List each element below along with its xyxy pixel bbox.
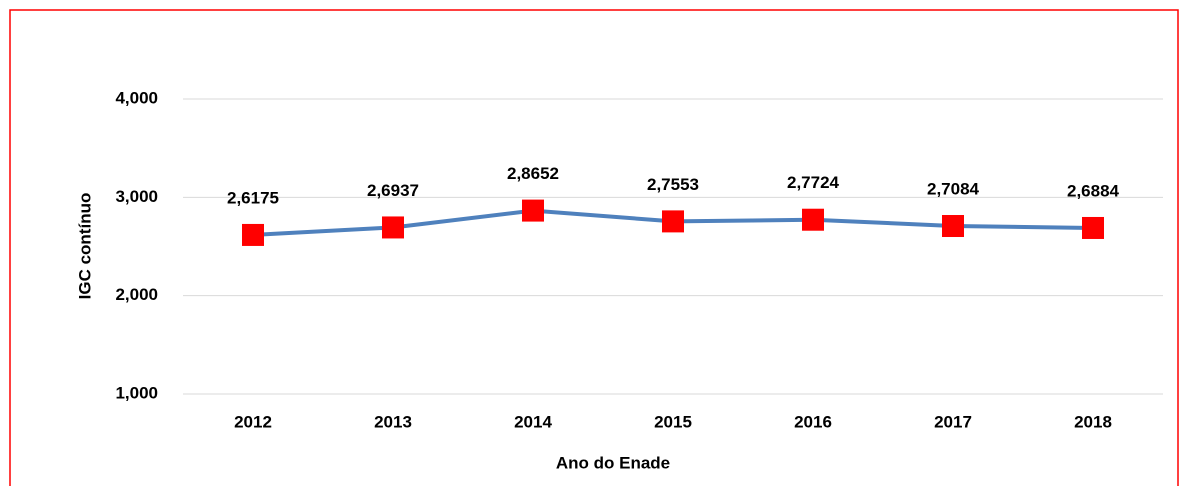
marker [382, 216, 404, 239]
data-label: 2,6937 [367, 181, 419, 200]
x-tick-label: 2014 [514, 412, 552, 431]
marker [662, 210, 684, 233]
data-label: 2,6884 [1067, 181, 1120, 200]
x-tick-label: 2012 [234, 412, 272, 431]
x-tick-label: 2016 [794, 412, 832, 431]
y-tick-label: 1,000 [115, 383, 158, 402]
x-tick-label: 2013 [374, 412, 412, 431]
x-tick-label: 2018 [1074, 412, 1112, 431]
x-axis-title: Ano do Enade [556, 453, 670, 472]
marker [242, 223, 264, 246]
y-axis-title: IGC contínuo [75, 193, 94, 300]
chart-border [9, 9, 1179, 491]
y-tick-label: 4,000 [115, 88, 158, 107]
y-tick-label: 2,000 [115, 285, 158, 304]
data-label: 2,8652 [507, 164, 559, 183]
data-label: 2,7553 [647, 175, 699, 194]
data-label: 2,6175 [227, 188, 279, 207]
x-tick-label: 2017 [934, 412, 972, 431]
marker [802, 208, 824, 231]
marker [942, 215, 964, 238]
marker [1082, 216, 1104, 239]
data-label: 2,7084 [927, 179, 980, 198]
data-label: 2,7724 [787, 173, 840, 192]
marker [522, 199, 544, 222]
y-tick-label: 3,000 [115, 187, 158, 206]
x-tick-label: 2015 [654, 412, 692, 431]
